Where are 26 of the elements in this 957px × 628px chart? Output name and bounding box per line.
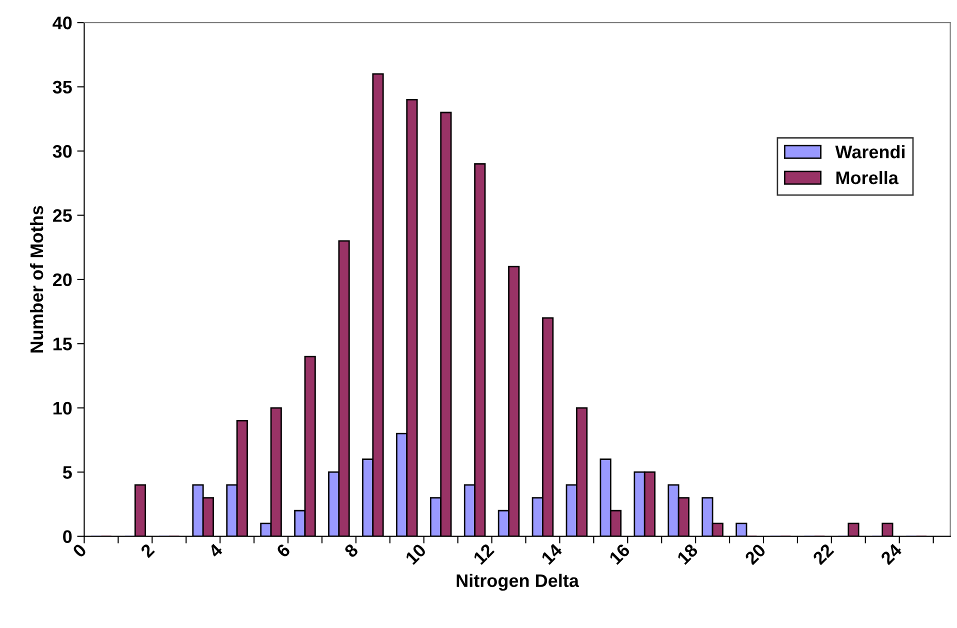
x-axis-title: Nitrogen Delta bbox=[456, 574, 580, 591]
x-tick-label: 16 bbox=[608, 542, 631, 565]
y-axis-title: Number of Moths bbox=[30, 206, 44, 352]
y-tick-label: 30 bbox=[52, 144, 72, 158]
x-tick-label: 2 bbox=[140, 543, 155, 558]
y-tick-label: 35 bbox=[52, 80, 72, 94]
y-tick-label: 25 bbox=[52, 209, 72, 222]
x-tick-label: 18 bbox=[676, 542, 699, 565]
x-tick-label: 6 bbox=[276, 542, 291, 558]
x-tick-label: 8 bbox=[344, 542, 359, 558]
x-tick-label: 20 bbox=[744, 543, 766, 566]
x-tick-label: 4 bbox=[208, 542, 224, 558]
x-tick-label: 22 bbox=[812, 543, 834, 566]
legend-label: Morella bbox=[836, 170, 899, 184]
y-tick-label: 10 bbox=[53, 402, 72, 415]
x-tick-label: 14 bbox=[540, 542, 563, 565]
x-tick-label: 24 bbox=[880, 542, 903, 566]
y-tick-label: 5 bbox=[62, 466, 72, 479]
legend-label: Warendi bbox=[835, 145, 904, 158]
x-tick-label: 12 bbox=[472, 543, 495, 565]
x-tick-label: 0 bbox=[72, 543, 88, 558]
y-tick-label: 0 bbox=[63, 530, 72, 544]
x-tick-label: 10 bbox=[404, 543, 427, 565]
y-tick-label: 20 bbox=[52, 273, 72, 286]
y-tick-label: 15 bbox=[53, 338, 72, 350]
y-tick-label: 40 bbox=[52, 16, 72, 30]
